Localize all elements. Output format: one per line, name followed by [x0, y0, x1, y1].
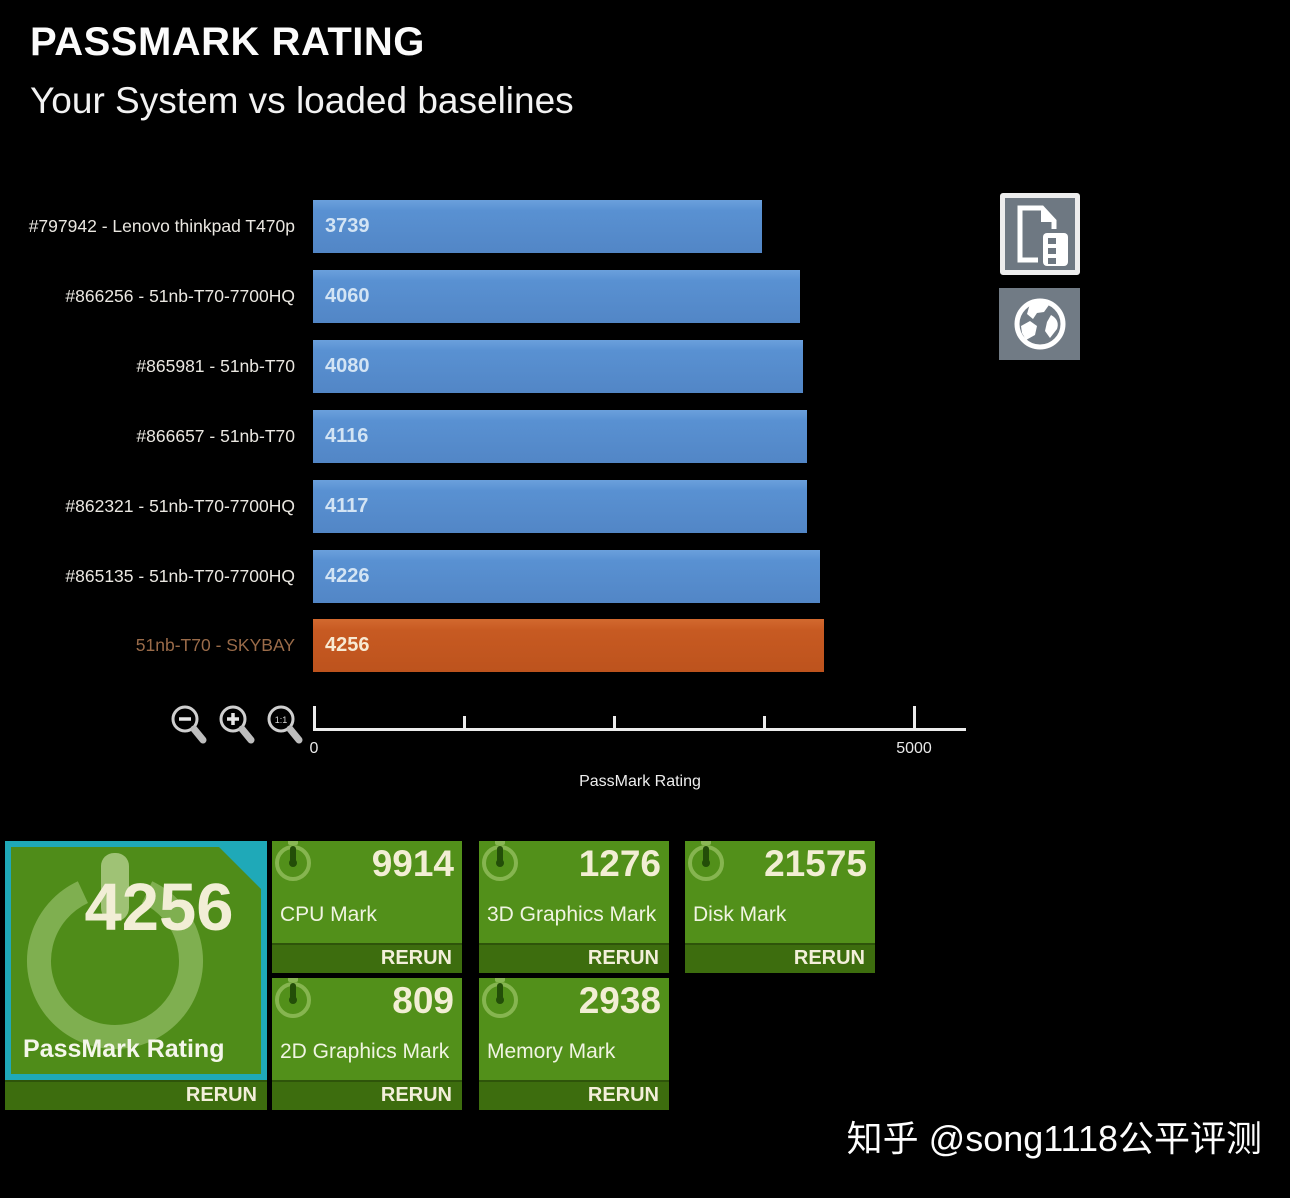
baseline-row: #865981 - 51nb-T70 4080 — [0, 340, 1000, 393]
cpu-mark-tile[interactable]: 9914 CPU Mark RERUN — [272, 841, 462, 973]
rerun-label: RERUN — [793, 947, 865, 969]
bar-value: 3739 — [325, 215, 370, 237]
memory-mark-rerun-button[interactable]: RERUN — [479, 1080, 669, 1110]
graphics2d-mark-tile[interactable]: 809 2D Graphics Mark RERUN — [272, 978, 462, 1110]
graphics2d-mark-label: 2D Graphics Mark — [280, 1040, 450, 1063]
bar-value: 4256 — [325, 634, 370, 656]
svg-text:1:1: 1:1 — [275, 715, 288, 725]
baseline-bar[interactable]: 4080 — [313, 340, 803, 393]
stopwatch-icon — [275, 978, 311, 1018]
passmark-rating-tile[interactable]: 4256 PassMark Rating RERUN — [5, 841, 267, 1110]
zoom-reset-icon: 1:1 — [267, 705, 303, 744]
stopwatch-icon — [275, 841, 311, 881]
bar-value: 4117 — [325, 495, 369, 517]
baseline-bar[interactable]: 4060 — [313, 270, 800, 323]
graphics2d-mark-rerun-button[interactable]: RERUN — [272, 1080, 462, 1110]
page-subtitle: Your System vs loaded baselines — [30, 80, 574, 121]
passmark-rating-rerun-button[interactable]: RERUN — [5, 1080, 267, 1110]
memory-mark-label: Memory Mark — [487, 1040, 616, 1063]
baseline-label: #865981 - 51nb-T70 — [136, 356, 295, 376]
zoom-out-icon — [171, 705, 207, 744]
cpu-mark-label: CPU Mark — [280, 903, 377, 926]
axis-label-min: 0 — [309, 740, 319, 757]
graphics3d-mark-score: 1276 — [578, 843, 661, 884]
zoom-reset-button[interactable]: 1:1 — [264, 703, 306, 755]
baseline-label: #865135 - 51nb-T70-7700HQ — [65, 566, 295, 586]
report-document-icon — [1017, 205, 1071, 269]
axis-tick — [463, 716, 466, 728]
axis-tick — [313, 706, 316, 728]
baseline-bar[interactable]: 3739 — [313, 200, 762, 253]
graphics3d-mark-rerun-button[interactable]: RERUN — [479, 943, 669, 973]
axis-label-max: 5000 — [896, 740, 932, 757]
rerun-label: RERUN — [380, 1084, 452, 1106]
bar-value: 4226 — [325, 565, 370, 587]
baseline-row: #866657 - 51nb-T70 4116 — [0, 410, 1000, 463]
axis-tick — [613, 716, 616, 728]
passmark-rating-score: 4256 — [84, 870, 234, 945]
baseline-label: #866657 - 51nb-T70 — [136, 426, 295, 446]
memory-mark-score: 2938 — [578, 980, 661, 1021]
baseline-bar[interactable]: 4117 — [313, 480, 807, 533]
bar-value: 4116 — [325, 425, 369, 447]
stopwatch-icon — [482, 841, 518, 881]
disk-mark-rerun-button[interactable]: RERUN — [685, 943, 875, 973]
passmark-rating-label: PassMark Rating — [23, 1035, 225, 1063]
graphics2d-mark-score: 809 — [392, 980, 454, 1021]
zoom-in-icon — [219, 705, 255, 744]
baseline-label: #866256 - 51nb-T70-7700HQ — [65, 286, 295, 306]
baseline-bar[interactable]: 4226 — [313, 550, 820, 603]
chart-zoom-toolbar: 1:1 — [168, 703, 306, 755]
passmark-rating-tile-face: 4256 PassMark Rating — [11, 847, 261, 1074]
zoom-in-button[interactable] — [216, 703, 258, 755]
stopwatch-icon — [688, 841, 724, 881]
memory-mark-tile[interactable]: 2938 Memory Mark RERUN — [479, 978, 669, 1110]
disk-mark-tile[interactable]: 21575 Disk Mark RERUN — [685, 841, 875, 973]
x-axis-title: PassMark Rating — [579, 773, 701, 790]
rerun-label: RERUN — [587, 1084, 659, 1106]
baseline-report-button[interactable] — [1000, 193, 1080, 275]
web-baselines-button[interactable] — [999, 288, 1080, 360]
axis-tick — [913, 706, 916, 728]
cpu-mark-score: 9914 — [371, 843, 454, 884]
your-system-row: 51nb-T70 - SKYBAY 4256 — [0, 619, 1000, 672]
zoom-out-button[interactable] — [168, 703, 210, 755]
bar-value: 4080 — [325, 355, 370, 377]
stopwatch-icon — [482, 978, 518, 1018]
watermark-text: 知乎 @song1118公平评测 — [846, 1118, 1262, 1159]
baseline-bar[interactable]: 4116 — [313, 410, 807, 463]
baseline-row: #862321 - 51nb-T70-7700HQ 4117 — [0, 480, 1000, 533]
axis-tick — [763, 716, 766, 728]
baseline-row: #865135 - 51nb-T70-7700HQ 4226 — [0, 550, 1000, 603]
rerun-label: RERUN — [587, 947, 659, 969]
your-system-label: 51nb-T70 - SKYBAY — [135, 635, 295, 655]
stopwatch-logo-icon — [15, 849, 215, 1049]
your-system-bar[interactable]: 4256 — [313, 619, 824, 672]
graphics3d-mark-label: 3D Graphics Mark — [487, 903, 657, 926]
globe-icon — [1014, 298, 1065, 350]
page-title: PASSMARK RATING — [30, 20, 425, 64]
baseline-row: #866256 - 51nb-T70-7700HQ 4060 — [0, 270, 1000, 323]
graphics3d-mark-tile[interactable]: 1276 3D Graphics Mark RERUN — [479, 841, 669, 973]
baseline-label: #797942 - Lenovo thinkpad T470p — [28, 216, 295, 236]
rerun-label: RERUN — [185, 1084, 257, 1106]
baseline-row: #797942 - Lenovo thinkpad T470p 3739 — [0, 200, 1000, 253]
bar-value: 4060 — [325, 285, 370, 307]
disk-mark-score: 21575 — [764, 843, 867, 884]
x-axis-line — [313, 728, 966, 731]
baseline-label: #862321 - 51nb-T70-7700HQ — [65, 496, 295, 516]
cpu-mark-rerun-button[interactable]: RERUN — [272, 943, 462, 973]
rerun-label: RERUN — [380, 947, 452, 969]
disk-mark-label: Disk Mark — [693, 903, 787, 926]
